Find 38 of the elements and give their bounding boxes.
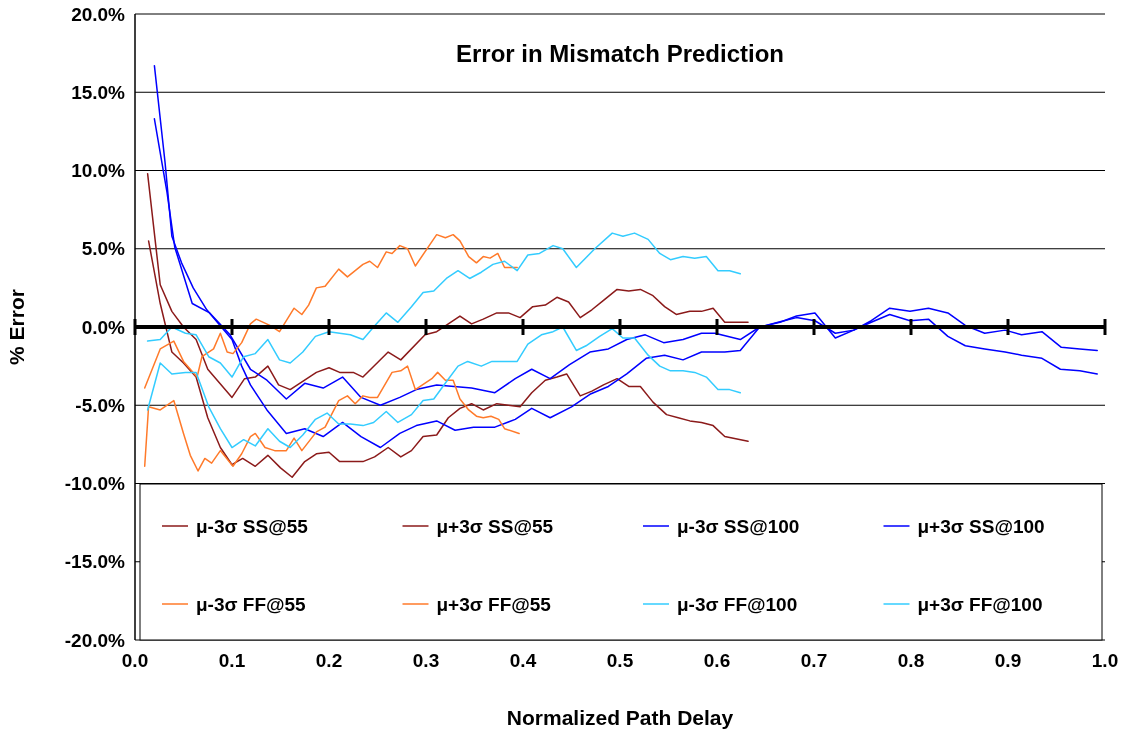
y-axis-title: % Error <box>5 289 28 365</box>
x-tick-label: 0.1 <box>218 650 246 671</box>
line-series <box>153 64 1098 449</box>
x-axis-title: Normalized Path Delay <box>506 706 734 729</box>
y-tick-label: -20.0% <box>64 629 126 651</box>
legend-label: μ+3σ SS@100 <box>917 515 1045 537</box>
y-tick-label: -5.0% <box>75 394 126 416</box>
legend-label: μ-3σ FF@100 <box>677 593 798 615</box>
y-tick-label: 20.0% <box>71 3 126 25</box>
x-tick-label: 0.0 <box>121 650 149 671</box>
legend-label: μ-3σ SS@55 <box>196 515 309 537</box>
x-tick-label: 0.4 <box>509 650 537 671</box>
y-tick-label: 10.0% <box>71 160 126 182</box>
y-tick-label: 0.0% <box>81 316 126 338</box>
y-tick-label: -10.0% <box>64 473 126 495</box>
x-tick-label: 0.3 <box>412 650 440 671</box>
y-tick-label: -15.0% <box>64 551 126 573</box>
legend-label: μ+3σ SS@55 <box>436 515 554 537</box>
legend-label: μ+3σ FF@100 <box>917 593 1043 615</box>
y-tick-label: 15.0% <box>71 81 126 103</box>
line-series <box>147 240 749 478</box>
legend-label: μ-3σ SS@100 <box>677 515 800 537</box>
x-tick-label: 1.0 <box>1091 650 1119 671</box>
x-tick-label: 0.6 <box>703 650 731 671</box>
x-tick-label: 0.2 <box>315 650 343 671</box>
legend-label: μ-3σ FF@55 <box>196 593 307 615</box>
line-series <box>143 365 520 472</box>
text: Error in Mismatch Prediction <box>455 40 785 67</box>
line-series <box>146 172 749 399</box>
y-tick-label: 5.0% <box>81 238 126 260</box>
x-tick-label: 0.7 <box>800 650 828 671</box>
x-tick-label: 0.8 <box>897 650 925 671</box>
x-tick-label: 0.5 <box>606 650 634 671</box>
line-series <box>143 233 518 389</box>
legend-label: μ+3σ FF@55 <box>436 593 552 615</box>
line-series <box>146 232 742 378</box>
line-series <box>146 326 742 449</box>
x-tick-label: 0.9 <box>994 650 1022 671</box>
